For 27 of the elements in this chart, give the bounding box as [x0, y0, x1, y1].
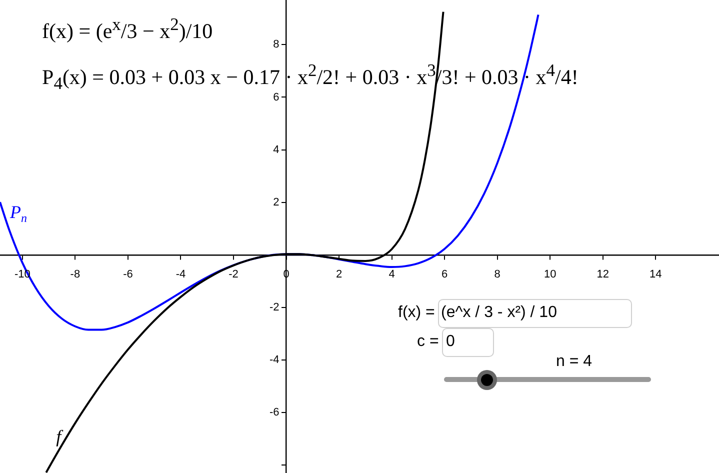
x-tick-label: 4 [388, 268, 395, 280]
text-field: 0 [442, 328, 494, 357]
x-tick-label: -2 [228, 268, 238, 280]
annotation: c = [417, 333, 439, 351]
annotation: f(x) = [398, 304, 435, 322]
y-tick-label: 2 [273, 196, 280, 208]
x-tick-label: -8 [70, 268, 80, 280]
x-tick-label: 12 [596, 268, 610, 280]
annotation: (e^x / 3 - x²) / 10 [441, 304, 557, 322]
y-tick-label: 6 [273, 91, 280, 104]
x-tick-label: 14 [650, 268, 662, 280]
series-label: f [56, 426, 64, 446]
annotation: 0 [446, 333, 455, 351]
y-tick-label: -2 [270, 301, 280, 314]
x-tick-label: -4 [176, 268, 186, 280]
annotation: f(x) = (e$^{x}$/3 − x$^{2}$)/10 [42, 14, 213, 44]
x-tick-label: 8 [494, 268, 500, 280]
y-tick-label: -6 [270, 406, 280, 419]
y-tick-label: 4 [273, 144, 280, 156]
y-tick-label: -4 [270, 354, 280, 366]
x-tick-label: 2 [336, 268, 342, 280]
x-tick-label: -6 [123, 268, 133, 280]
x-tick-label: 10 [544, 268, 556, 280]
annotation: n = 4 [556, 353, 592, 371]
y-tick-label: 8 [273, 38, 280, 51]
x-tick-label: 6 [442, 268, 448, 280]
text-field: (e^x / 3 - x²) / 10 [438, 299, 632, 328]
